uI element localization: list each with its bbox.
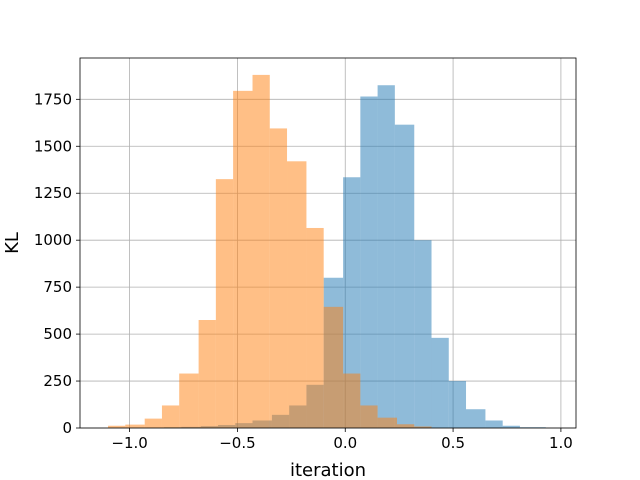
y-tick-label: 0 <box>62 419 72 437</box>
histogram-bar <box>466 409 486 428</box>
histogram-bar <box>343 177 361 428</box>
histogram-bar <box>485 420 503 428</box>
histogram-bar <box>431 337 449 428</box>
x-tick-label: 0.0 <box>333 434 357 452</box>
x-tick-label: −0.5 <box>219 434 255 452</box>
histogram-bar <box>448 381 467 428</box>
y-tick-label: 1000 <box>34 231 72 249</box>
histogram-bar <box>287 161 307 428</box>
x-tick-label: 1.0 <box>549 434 573 452</box>
axis-ticks: −1.0 −0.5 0.0 0.5 1.0 0 250 500 750 1000 1250 1500 1… <box>34 90 573 452</box>
series-1-bars <box>108 74 432 429</box>
y-tick-label: 750 <box>43 278 72 296</box>
histogram-bar <box>343 373 361 428</box>
y-tick-label: 1250 <box>34 184 72 202</box>
histogram-bar <box>198 320 216 428</box>
y-tick-label: 500 <box>43 325 72 343</box>
histogram-bar <box>323 306 344 428</box>
plot-frame <box>79 57 577 429</box>
histogram-bar <box>360 96 378 429</box>
y-axis-label: KL <box>2 232 23 254</box>
histogram-bar <box>502 425 520 428</box>
histogram-bar <box>252 74 270 428</box>
x-axis-label: iteration <box>290 460 366 480</box>
histogram-bar <box>108 425 126 428</box>
histogram-bar <box>161 405 180 428</box>
histogram-bar <box>179 373 199 428</box>
histogram-bar <box>414 240 432 428</box>
histogram-bar <box>144 418 162 428</box>
histogram-bar <box>233 90 253 429</box>
histogram-bar <box>360 405 378 428</box>
histogram-bar <box>394 124 415 429</box>
y-tick-label: 1500 <box>34 137 72 155</box>
histogram-bar <box>397 424 415 428</box>
histogram-bars <box>108 74 546 429</box>
y-tick-label: 1750 <box>34 90 72 108</box>
y-tick-label: 250 <box>43 372 72 390</box>
histogram-bar <box>377 85 395 428</box>
histogram-bar <box>414 426 432 428</box>
histogram-bar <box>269 128 288 429</box>
histogram-bar <box>306 227 324 428</box>
x-tick-label: −1.0 <box>111 434 147 452</box>
histogram-bar <box>215 179 234 428</box>
histogram-bar <box>377 417 398 428</box>
x-tick-label: 0.5 <box>441 434 465 452</box>
histogram-bar <box>125 424 145 428</box>
